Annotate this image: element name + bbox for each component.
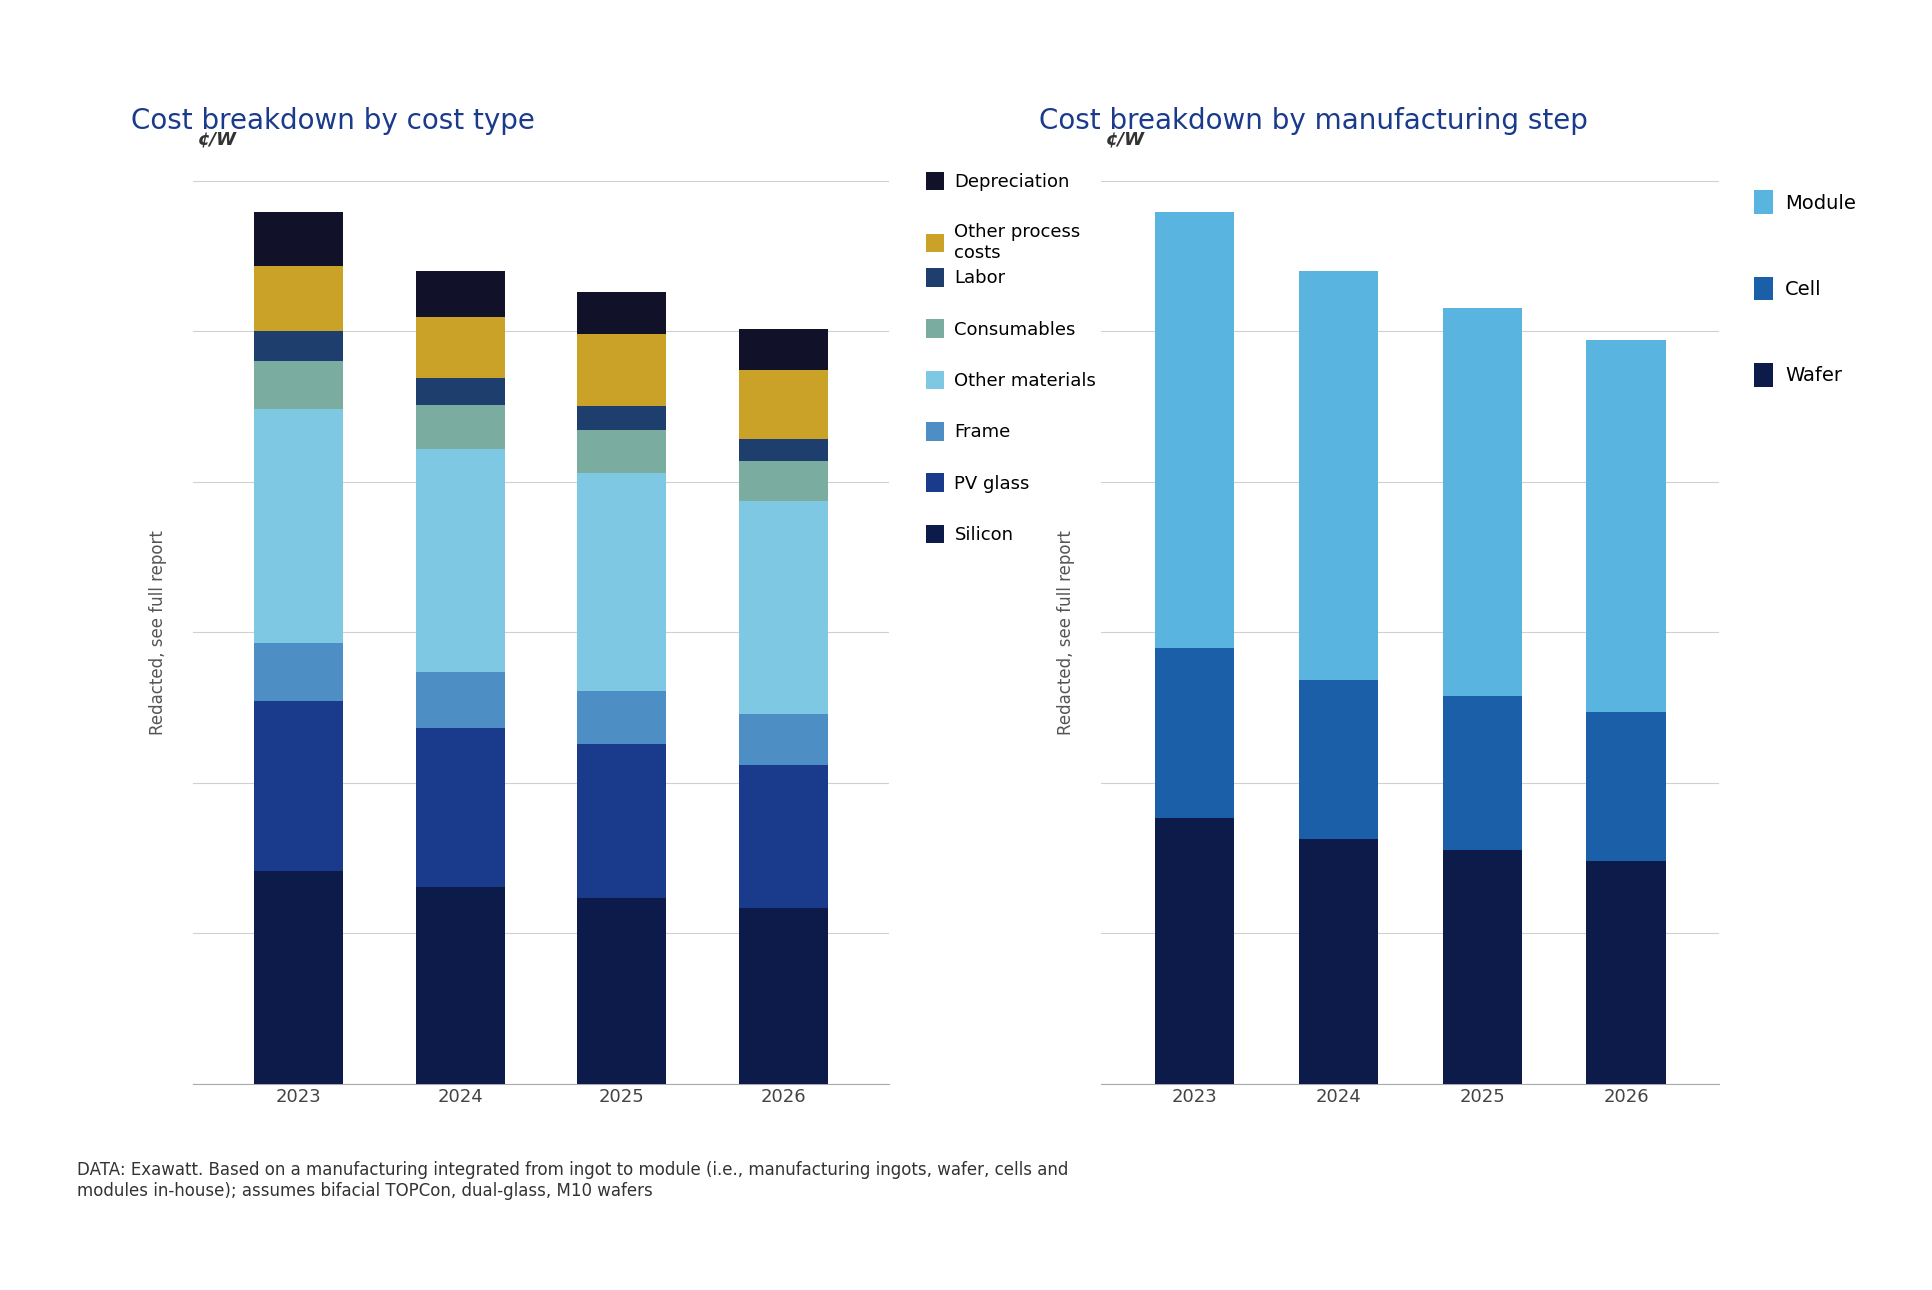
Text: DATA: Exawatt. Based on a manufacturing integrated from ingot to module (i.e., m: DATA: Exawatt. Based on a manufacturing … — [77, 1161, 1068, 1200]
Bar — [1586, 860, 1665, 1084]
Bar — [1155, 213, 1235, 648]
Bar — [578, 690, 667, 743]
Text: ¢/W: ¢/W — [1105, 130, 1144, 148]
Legend: Module, , Cell, , Wafer: Module, , Cell, , Wafer — [1754, 191, 1857, 387]
Bar — [1298, 680, 1378, 840]
Bar — [415, 378, 504, 405]
Bar — [578, 406, 667, 431]
Text: Cost breakdown by manufacturing step: Cost breakdown by manufacturing step — [1039, 107, 1588, 135]
Bar — [253, 409, 342, 642]
Bar — [253, 213, 342, 266]
Bar — [740, 765, 829, 908]
Bar — [253, 332, 342, 361]
Bar — [1586, 712, 1665, 860]
Bar — [578, 898, 667, 1084]
Bar — [578, 431, 667, 472]
Bar — [253, 642, 342, 702]
Legend: Depreciation, , Other process
costs, Labor, , Consumables, , Other materials, , : Depreciation, , Other process costs, Lab… — [925, 172, 1095, 544]
Bar — [578, 292, 667, 334]
Bar — [415, 728, 504, 888]
Text: Cost breakdown by cost type: Cost breakdown by cost type — [131, 107, 535, 135]
Bar — [1298, 840, 1378, 1084]
Text: ¢/W: ¢/W — [199, 130, 238, 148]
Bar — [1298, 271, 1378, 680]
Bar — [415, 449, 504, 672]
Bar — [740, 439, 829, 461]
Bar — [740, 713, 829, 765]
Bar — [740, 461, 829, 502]
Bar — [253, 361, 342, 409]
Bar — [1443, 850, 1522, 1084]
Bar — [740, 329, 829, 370]
Text: Redacted, see full report: Redacted, see full report — [1057, 530, 1076, 734]
Bar — [253, 702, 342, 871]
Bar — [578, 743, 667, 898]
Bar — [578, 334, 667, 406]
Bar — [1443, 695, 1522, 850]
Bar — [1443, 308, 1522, 695]
Bar — [415, 672, 504, 728]
Bar — [740, 908, 829, 1084]
Bar — [415, 271, 504, 316]
Bar — [415, 405, 504, 449]
Bar — [740, 370, 829, 439]
Bar — [415, 888, 504, 1084]
Bar — [415, 316, 504, 378]
Bar — [1586, 341, 1665, 712]
Bar — [1155, 818, 1235, 1084]
Bar — [253, 871, 342, 1084]
Bar — [740, 502, 829, 713]
Bar — [578, 472, 667, 690]
Bar — [1155, 648, 1235, 818]
Text: Redacted, see full report: Redacted, see full report — [149, 530, 168, 734]
Bar — [253, 266, 342, 332]
